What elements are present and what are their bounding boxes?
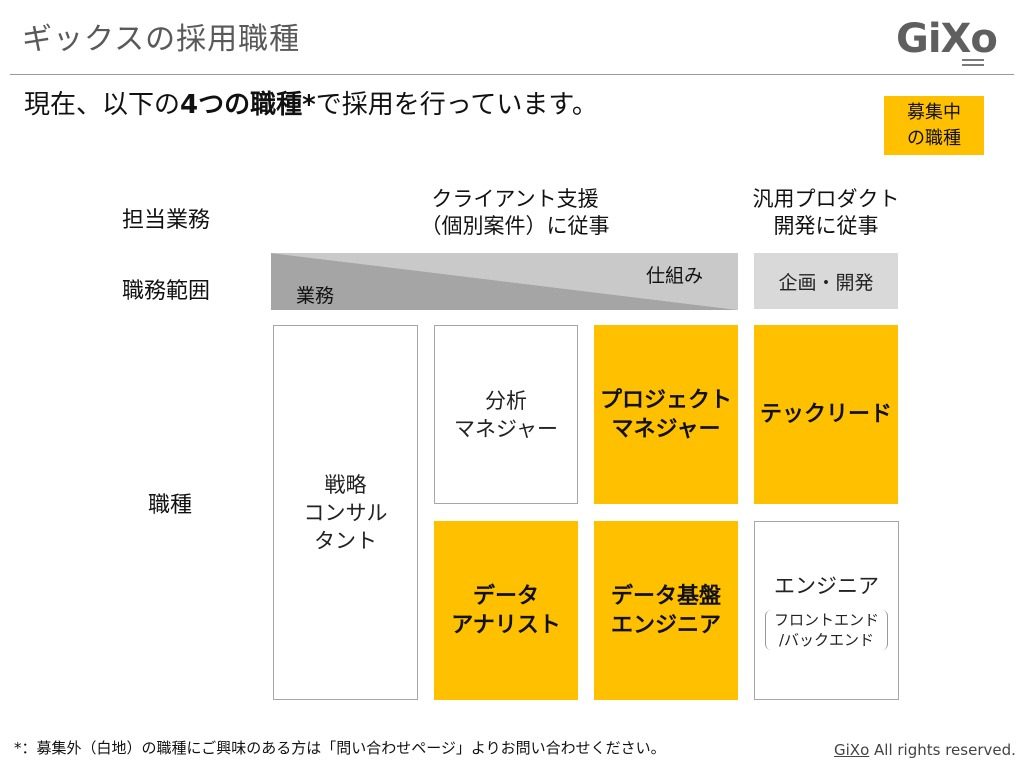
header-divider bbox=[10, 74, 1014, 75]
role-text: 戦略 bbox=[324, 472, 367, 497]
column-header-client-line1: クライアント支援 bbox=[431, 187, 599, 211]
column-header-client-line2: （個別案件）に従事 bbox=[420, 214, 610, 238]
subtitle-bold: 4つの職種* bbox=[180, 90, 316, 120]
role-card-strategy-consultant: 戦略 コンサル タント bbox=[273, 325, 418, 700]
engineer-note: フロントエンド /バックエンド bbox=[764, 609, 888, 650]
scope-planning-label: 企画・開発 bbox=[778, 271, 874, 294]
role-text: マネジャー bbox=[454, 416, 558, 441]
legend-line1: 募集中 bbox=[907, 101, 961, 123]
subtitle-prefix: 現在、以下の bbox=[24, 90, 181, 120]
row-label-scope: 職務範囲 bbox=[122, 279, 211, 304]
subtitle: 現在、以下の4つの職種*で採用を行っています。 bbox=[24, 84, 598, 121]
role-text: エンジニア bbox=[774, 573, 879, 598]
role-text: タント bbox=[314, 528, 377, 553]
scope-planning-box: 企画・開発 bbox=[754, 253, 898, 309]
role-text: プロジェクト bbox=[599, 387, 732, 413]
logo-underline bbox=[962, 64, 984, 66]
legend-line2: の職種 bbox=[907, 127, 961, 149]
role-card-project-manager: プロジェクト マネジャー bbox=[594, 325, 738, 504]
copyright-rest: All rights reserved. bbox=[869, 741, 1016, 759]
column-header-product: 汎用プロダクト 開発に従事 bbox=[740, 186, 912, 240]
role-text: データ bbox=[472, 583, 539, 609]
engineer-note-line1: フロントエンド bbox=[773, 610, 879, 629]
copyright-brand: GiXo bbox=[834, 741, 870, 759]
role-text: アナリスト bbox=[451, 612, 561, 638]
role-card-analysis-manager: 分析 マネジャー bbox=[434, 325, 578, 504]
role-text: エンジニア bbox=[610, 612, 721, 638]
wedge-business-area bbox=[271, 253, 738, 310]
engineer-note-line2: /バックエンド bbox=[778, 630, 875, 649]
gixo-logo: GiXo bbox=[896, 16, 998, 62]
copyright: GiXo All rights reserved. bbox=[834, 741, 1016, 759]
subtitle-suffix: で採用を行っています。 bbox=[315, 90, 598, 120]
row-label-roles: 職種 bbox=[148, 493, 193, 518]
scope-wedge bbox=[271, 253, 738, 310]
legend-hiring: 募集中 の職種 bbox=[884, 96, 984, 155]
column-header-client: クライアント支援 （個別案件）に従事 bbox=[400, 186, 630, 240]
role-card-tech-lead: テックリード bbox=[754, 325, 898, 504]
column-header-product-line1: 汎用プロダクト bbox=[752, 187, 900, 211]
role-text: 分析 bbox=[485, 388, 527, 413]
role-card-engineer: エンジニア フロントエンド /バックエンド bbox=[754, 521, 899, 700]
page-title: ギックスの採用職種 bbox=[22, 22, 301, 57]
role-text: データ基盤 bbox=[610, 583, 721, 609]
role-card-data-analyst: データ アナリスト bbox=[434, 521, 578, 700]
footnote: *：募集外（白地）の職種にご興味のある方は「問い合わせページ」よりお問い合わせく… bbox=[14, 739, 666, 757]
scope-mechanism-label: 仕組み bbox=[646, 265, 704, 287]
role-text: テックリード bbox=[759, 402, 892, 427]
scope-business-label: 業務 bbox=[296, 285, 335, 307]
row-label-duties: 担当業務 bbox=[122, 208, 211, 233]
role-text: コンサル bbox=[303, 500, 388, 525]
column-header-product-line2: 開発に従事 bbox=[773, 214, 879, 238]
logo-underline bbox=[962, 59, 984, 61]
role-text: マネジャー bbox=[611, 416, 721, 442]
role-card-data-platform-engineer: データ基盤 エンジニア bbox=[594, 521, 738, 700]
